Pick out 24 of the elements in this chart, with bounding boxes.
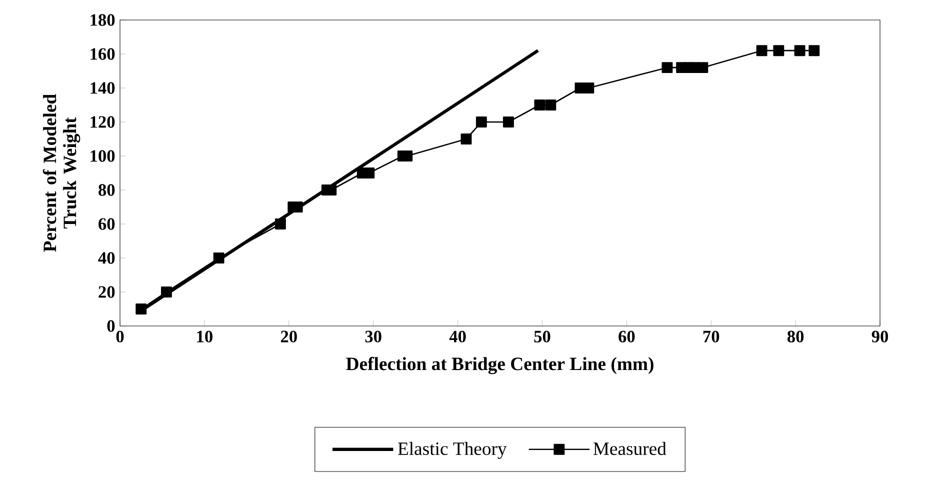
y-tick-label: 180 bbox=[90, 14, 115, 26]
x-tick-label: 70 bbox=[703, 330, 720, 342]
y-axis-title: Percent of Modeled Truck Weight bbox=[42, 94, 80, 252]
y-tick-label: 80 bbox=[98, 184, 115, 196]
x-tick-label: 80 bbox=[787, 330, 804, 342]
x-tick-label: 0 bbox=[116, 330, 124, 342]
x-tick-label: 60 bbox=[618, 330, 635, 342]
y-tick-label: 120 bbox=[90, 116, 115, 128]
y-tick-label: 0 bbox=[107, 320, 115, 332]
y-tick-label: 20 bbox=[98, 286, 115, 298]
y-tick-label: 60 bbox=[98, 218, 115, 230]
x-tick-label: 10 bbox=[197, 330, 212, 342]
x-tick-label: 30 bbox=[365, 330, 382, 342]
legend-label: Measured bbox=[593, 442, 666, 456]
x-axis-title: Deflection at Bridge Center Line (mm) bbox=[346, 356, 654, 374]
x-tick-label: 20 bbox=[280, 330, 297, 342]
x-tick-label: 50 bbox=[534, 330, 550, 342]
y-tick-label: 100 bbox=[90, 150, 115, 162]
y-tick-label: 140 bbox=[90, 82, 115, 94]
x-tick-label: 40 bbox=[449, 330, 466, 342]
x-tick-label: 90 bbox=[872, 330, 888, 342]
y-tick-label: 160 bbox=[90, 48, 115, 60]
legend-label: Elastic Theory bbox=[398, 442, 507, 459]
y-tick-label: 40 bbox=[98, 252, 115, 264]
